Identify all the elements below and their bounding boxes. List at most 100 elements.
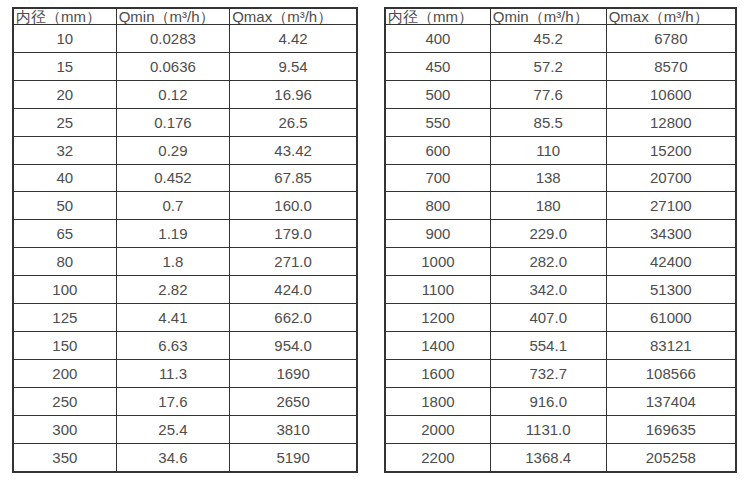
cell-value: 800 [385,192,490,220]
table-header-row: 内径（mm） Qmin（m³/h） Qmax（m³/h） [13,8,357,25]
table-row: 1254.41662.0 [13,304,357,332]
cell-value: 300 [13,415,116,443]
cell-value: 200 [13,359,116,387]
table-row: 1400554.183121 [385,331,736,359]
cell-value: 0.7 [116,192,230,220]
cell-value: 16.96 [230,80,357,108]
cell-value: 10600 [606,80,736,108]
cell-value: 205258 [606,443,736,472]
cell-value: 20 [13,80,116,108]
table-row: 80018027100 [385,192,736,220]
cell-value: 20700 [606,164,736,192]
cell-value: 40 [13,164,116,192]
cell-value: 169635 [606,415,736,443]
cell-value: 600 [385,136,490,164]
cell-value: 26.5 [230,108,357,136]
header-qmax: Qmax（m³/h） [230,8,357,25]
table-body: 100.02834.42150.06369.54200.1216.96250.1… [13,25,357,473]
cell-value: 1.8 [116,248,230,276]
header-qmin: Qmin（m³/h） [490,8,606,25]
cell-value: 110 [490,136,606,164]
cell-value: 160.0 [230,192,357,220]
cell-value: 15 [13,52,116,80]
header-qmin: Qmin（m³/h） [116,8,230,25]
cell-value: 15200 [606,136,736,164]
cell-value: 17.6 [116,387,230,415]
table-row: 45057.28570 [385,52,736,80]
cell-value: 2650 [230,387,357,415]
table-row: 25017.62650 [13,387,357,415]
cell-value: 350 [13,443,116,472]
cell-value: 83121 [606,331,736,359]
table-row: 20011.31690 [13,359,357,387]
cell-value: 50 [13,192,116,220]
table-row: 400.45267.85 [13,164,357,192]
cell-value: 4.42 [230,25,357,53]
flow-tables-container: 内径（mm） Qmin（m³/h） Qmax（m³/h） 100.02834.4… [0,0,750,473]
cell-value: 32 [13,136,116,164]
flow-table-small-diameters: 内径（mm） Qmin（m³/h） Qmax（m³/h） 100.02834.4… [12,7,358,473]
cell-value: 0.12 [116,80,230,108]
cell-value: 51300 [606,276,736,304]
cell-value: 34.6 [116,443,230,472]
cell-value: 0.0636 [116,52,230,80]
cell-value: 1.19 [116,220,230,248]
table-row: 651.19179.0 [13,220,357,248]
cell-value: 179.0 [230,220,357,248]
table-row: 150.06369.54 [13,52,357,80]
cell-value: 8570 [606,52,736,80]
cell-value: 61000 [606,304,736,332]
cell-value: 34300 [606,220,736,248]
cell-value: 954.0 [230,331,357,359]
table-row: 900229.034300 [385,220,736,248]
cell-value: 65 [13,220,116,248]
cell-value: 700 [385,164,490,192]
cell-value: 27100 [606,192,736,220]
cell-value: 732.7 [490,359,606,387]
flow-table-large-diameters: 内径（mm） Qmin（m³/h） Qmax（m³/h） 40045.26780… [384,7,737,473]
cell-value: 138 [490,164,606,192]
table-row: 20001131.0169635 [385,415,736,443]
cell-value: 1800 [385,387,490,415]
cell-value: 500 [385,80,490,108]
cell-value: 11.3 [116,359,230,387]
cell-value: 250 [13,387,116,415]
cell-value: 282.0 [490,248,606,276]
cell-value: 1131.0 [490,415,606,443]
cell-value: 3810 [230,415,357,443]
cell-value: 42400 [606,248,736,276]
table-row: 100.02834.42 [13,25,357,53]
cell-value: 6780 [606,25,736,53]
cell-value: 180 [490,192,606,220]
header-inner-diameter: 内径（mm） [13,8,116,25]
cell-value: 108566 [606,359,736,387]
table-row: 1506.63954.0 [13,331,357,359]
cell-value: 0.0283 [116,25,230,53]
table-row: 200.1216.96 [13,80,357,108]
table-row: 55085.512800 [385,108,736,136]
cell-value: 2200 [385,443,490,472]
table-row: 500.7160.0 [13,192,357,220]
table-header-row: 内径（mm） Qmin（m³/h） Qmax（m³/h） [385,8,736,25]
table-row: 40045.26780 [385,25,736,53]
table-row: 35034.65190 [13,443,357,472]
cell-value: 25.4 [116,415,230,443]
cell-value: 342.0 [490,276,606,304]
table-row: 1000282.042400 [385,248,736,276]
cell-value: 9.54 [230,52,357,80]
header-qmax: Qmax（m³/h） [606,8,736,25]
cell-value: 1600 [385,359,490,387]
cell-value: 150 [13,331,116,359]
cell-value: 550 [385,108,490,136]
table-row: 70013820700 [385,164,736,192]
cell-value: 2.82 [116,276,230,304]
cell-value: 1200 [385,304,490,332]
cell-value: 554.1 [490,331,606,359]
cell-value: 1400 [385,331,490,359]
cell-value: 2000 [385,415,490,443]
table-row: 1800916.0137404 [385,387,736,415]
cell-value: 10 [13,25,116,53]
cell-value: 916.0 [490,387,606,415]
cell-value: 0.176 [116,108,230,136]
cell-value: 424.0 [230,276,357,304]
